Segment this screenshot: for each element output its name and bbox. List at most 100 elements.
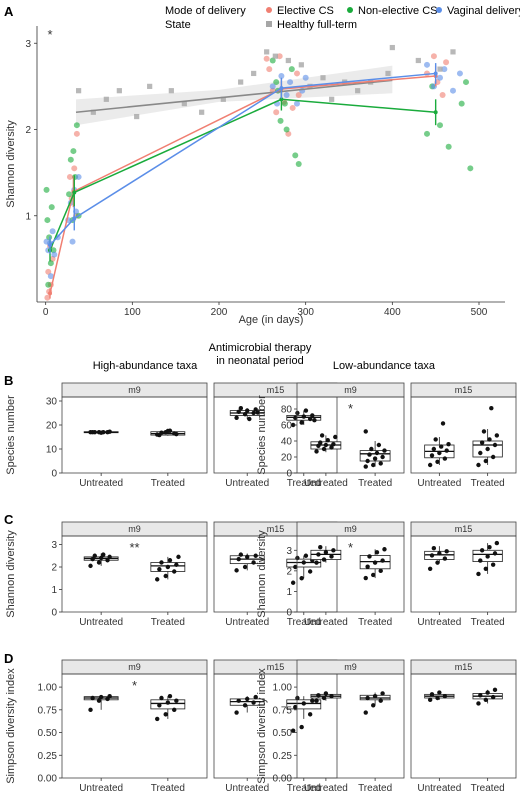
point-healthy-full-term <box>272 53 278 59</box>
panel-b-high-facet-m9-box-treated-point <box>159 430 164 435</box>
panel-d-low-facet-m15-box-treated-x-label: Treated <box>471 783 505 794</box>
panel-d-high-facet-m15-box-treated-point <box>301 701 306 706</box>
point-non-elective-cs <box>273 79 280 86</box>
panel-d-low-facet-m9-box-treated-point <box>363 710 368 715</box>
panel-d-high-facet-m9-box-untreated-point <box>98 694 104 700</box>
panel-d-high-facet-m9-box-treated-x-label: Treated <box>151 783 185 794</box>
point-healthy-full-term <box>181 101 187 107</box>
point-healthy-full-term <box>320 75 326 81</box>
panel-c-high-facet-m15-box-untreated-point <box>251 560 256 565</box>
panel-c-high-facet-m15-strip-label: m15 <box>267 524 285 534</box>
panel-b-high-facet-m15-strip-label: m15 <box>267 385 285 395</box>
panel-c-low-facet-m9-box-treated-point <box>367 554 372 559</box>
panel-b-high-facet-m9-box-treated-point <box>167 428 173 433</box>
panel-d-low-facet-m9-box-untreated-x-label: Untreated <box>304 783 348 794</box>
panel-c-high-facet-m9-significance-star: ** <box>129 540 139 555</box>
panel-c-low-facet-m15-box-untreated-point <box>435 560 440 565</box>
panel-letter-d: D <box>4 651 13 666</box>
panel-c-low-y-tick-label: 3 <box>286 546 292 557</box>
panel-c-low-facet-m9-box-untreated-point <box>318 545 323 550</box>
point-non-elective-cs <box>277 117 284 124</box>
panel-d-high-facet-m9-box-treated-point <box>157 703 162 708</box>
panel-c-low-facet-m9-box-treated-point <box>378 568 383 574</box>
panel-c-low-facet-m9-box-untreated-point <box>329 554 334 559</box>
panel-c-high-facet-m15-box-treated-x-label: Treated <box>287 617 321 628</box>
panel-b-high-facet-m15-box-untreated-point <box>251 410 256 416</box>
mean-point-vaginal-delivery <box>433 71 438 76</box>
panel-letter-b: B <box>4 373 13 388</box>
panel-d-low-facet-m9-box-treated-point <box>378 698 383 703</box>
panel-a-x-tick-label: 0 <box>43 307 49 318</box>
panel-d-high-facet-m15-box-treated-point <box>293 704 298 710</box>
panel-d-low-facet-m9-box-treated-point <box>372 693 378 699</box>
left-group-title: High-abundance taxa <box>93 360 198 372</box>
panel-c-high-facet-m9-box-untreated-point <box>107 554 112 560</box>
panel-d-high-y-tick-label: 0.50 <box>38 728 58 739</box>
legend-key-non-elective-cs <box>347 7 353 13</box>
panel-b-high-facet-m15-frame <box>213 396 338 474</box>
panel-d-low-y-tick-label: 1.00 <box>273 683 293 694</box>
panel-d-low-facet-m15-box-untreated-point <box>427 697 433 703</box>
panel-c-low-facet-m9-box-untreated-point <box>316 552 321 557</box>
point-elective-cs <box>45 268 52 275</box>
panel-b-low-facet-m9-box-treated-point <box>380 454 385 460</box>
panel-c-high-facet-m9-box-treated-point <box>165 564 171 570</box>
panel-b-high-facet-m15-box-treated-point <box>303 408 309 413</box>
panel-c-low-facet-m15-box-untreated-point <box>444 549 449 554</box>
point-healthy-full-term <box>251 70 257 77</box>
panel-c-low-y-tick-label: 0 <box>286 608 292 619</box>
panel-a-x-tick-label: 500 <box>471 307 488 318</box>
point-elective-cs <box>66 173 73 180</box>
panel-c-low-facet-m9-box-treated-point <box>372 560 378 565</box>
panel-d-low-facet-m15-box-untreated-point <box>437 690 442 695</box>
panel-c-high-facet-m15-box-untreated-point <box>242 564 248 570</box>
panel-a-y-tick-label: 3 <box>25 39 31 50</box>
panel-b-low-facet-m9-box-treated <box>359 450 391 462</box>
panel-c-low-facet-m15-box-treated-point <box>479 548 485 553</box>
panel-c-high-facet-m15-box-untreated-point <box>245 554 250 560</box>
panel-d-high-facet-m15-frame <box>213 673 338 779</box>
panel-c-high-facet-m9-box-treated-point <box>163 573 168 579</box>
point-non-elective-cs <box>283 126 290 133</box>
panel-d-low-facet-m9-box-untreated-point <box>321 695 327 701</box>
panel-c-high-facet-m9-box-untreated-point <box>92 553 97 558</box>
panel-b-low-facet-m9-frame <box>296 396 405 474</box>
point-healthy-full-term <box>134 113 140 120</box>
mean-line-non-elective-cs <box>49 98 436 251</box>
panel-b-low-facet-m9-box-untreated-point <box>316 443 321 448</box>
panel-d-low-facet-m15-box-untreated-x-label: Untreated <box>417 783 461 794</box>
panel-d-low-facet-m9-box-treated-point <box>380 691 385 696</box>
point-vaginal-delivery <box>287 79 294 86</box>
panel-c-high-facet-m9-box-untreated-point <box>88 563 93 569</box>
panel-c-high-facet-m9-box-treated-point <box>159 560 164 565</box>
panel-c-low-y-tick-label: 1 <box>286 587 292 598</box>
panel-c-high-y-label: Shannon diversity <box>5 530 17 618</box>
panel-c-low-facet-m15-box-treated-point <box>487 545 492 550</box>
panel-d-low-y-tick-label: 0.75 <box>273 705 293 716</box>
point-non-elective-cs <box>281 100 288 107</box>
panel-d-high-facet-m15-box-treated-point <box>290 728 296 733</box>
panel-d-high-facet-m9-box-treated-point <box>172 707 177 713</box>
panel-b-high-facet-m15-box-untreated-x-label: Untreated <box>225 478 269 489</box>
panel-c-high-facet-m15-box-treated-point <box>299 576 304 581</box>
panel-c-high-y-tick-label: 2 <box>51 563 57 574</box>
panel-c-high-facet-m15-box-untreated-point <box>234 568 239 573</box>
point-healthy-full-term <box>238 79 244 85</box>
point-vaginal-delivery <box>49 228 56 235</box>
panel-b-high-facet-m9-frame <box>61 396 208 474</box>
panel-b-low-facet-m9-box-untreated-point <box>314 449 319 454</box>
panel-b-low-y-tick-label: 40 <box>281 437 293 448</box>
panel-c-low-facet-m9-box-untreated-point <box>323 550 329 555</box>
mean-point-non-elective-cs <box>433 110 438 115</box>
panel-b-high-facet-m9-box-untreated-x-label: Untreated <box>79 478 123 489</box>
panel-d-low-facet-m9-box-treated-point <box>371 703 376 708</box>
point-elective-cs <box>266 66 273 73</box>
panel-c-low-facet-m9-frame <box>296 535 405 613</box>
panel-b-low-facet-m15-box-treated-point <box>489 406 494 411</box>
panel-d-low-facet-m15-box-untreated-point <box>435 695 440 701</box>
panel-b-low-facet-m15-box-treated-point <box>478 450 483 456</box>
panel-b-low-facet-m9-box-untreated-point <box>319 433 325 438</box>
panel-b-high-facet-m15-box-untreated-point <box>255 410 261 415</box>
panel-c-low-facet-m9-significance-star: * <box>348 540 353 555</box>
panel-d-high-facet-m15-box-treated-point <box>310 698 315 703</box>
